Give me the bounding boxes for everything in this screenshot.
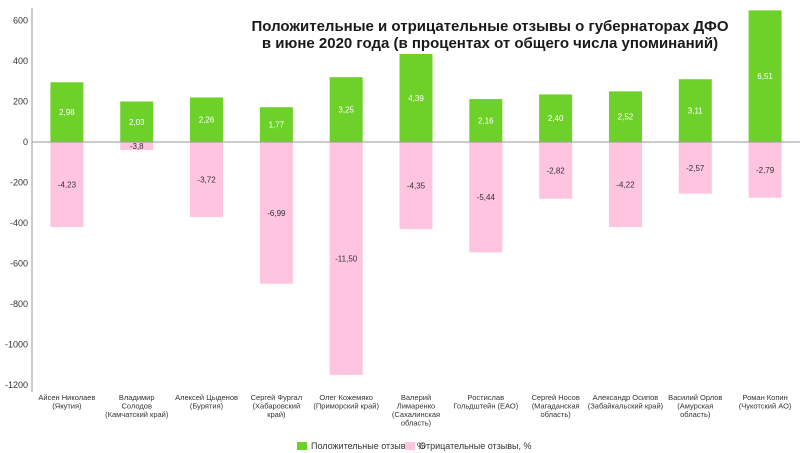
negative-bar (469, 142, 503, 253)
category-label: Айсен Николаев (38, 393, 95, 402)
category-label: (Амурская (677, 402, 713, 411)
category-label: Лимаренко (397, 402, 435, 411)
legend-item-positive: Положительные отзывы, % (297, 441, 425, 451)
y-tick-label: 600 (13, 16, 28, 26)
negative-bar (539, 142, 573, 199)
category-label: область) (401, 419, 432, 428)
y-tick-label: -1200 (5, 380, 28, 390)
positive-data-label: 3,11 (688, 107, 704, 116)
positive-data-label: 2,26 (199, 116, 215, 125)
category-label: (Магаданская (532, 402, 580, 411)
chart-title-line-1: Положительные и отрицательные отзывы о г… (251, 18, 729, 35)
positive-bar (539, 94, 573, 142)
chart-title: Положительные и отрицательные отзывы о г… (225, 18, 755, 52)
negative-data-label: -11,50 (335, 254, 358, 263)
category-label: (Приморский край) (313, 402, 379, 411)
negative-bar (608, 142, 642, 228)
negative-data-label: -4,23 (58, 181, 77, 190)
positive-data-label: 2,16 (478, 117, 494, 126)
negative-bar (399, 142, 433, 230)
positive-data-label: 6,51 (757, 72, 773, 81)
positive-bar (329, 77, 363, 142)
category-label: Владимир (119, 393, 155, 402)
positive-bar (399, 53, 433, 142)
positive-bar (190, 97, 224, 142)
legend-swatch-negative (405, 442, 415, 450)
category-label: Александр Осипов (593, 393, 659, 402)
legend-item-negative: Отрицательные отзывы, % (405, 441, 532, 451)
y-tick-label: 200 (13, 97, 28, 107)
category-label: (Бурятия) (190, 402, 224, 411)
legend-label-positive: Положительные отзывы, % (311, 441, 425, 451)
category-label: (Камчатский край) (105, 410, 169, 419)
positive-bar (259, 107, 293, 142)
negative-bar (259, 142, 293, 284)
category-label: Гольдштейн (ЕАО) (453, 402, 518, 411)
negative-data-label: -3,8 (130, 142, 144, 151)
y-tick-label: -400 (10, 218, 28, 228)
positive-data-label: 3,25 (338, 106, 354, 115)
legend-label-negative: Отрицательные отзывы, % (419, 441, 532, 451)
category-label: Сергей Носов (531, 393, 579, 402)
category-label: Сергей Фургал (251, 393, 302, 402)
negative-data-label: -2,79 (756, 166, 775, 175)
category-label: (Сахалинская (392, 410, 440, 419)
negative-bar (329, 142, 363, 375)
negative-data-label: -4,22 (616, 181, 635, 190)
negative-bar (748, 142, 782, 198)
category-label: Олег Кожемяко (319, 393, 373, 402)
negative-bar (120, 142, 154, 151)
positive-bar (608, 91, 642, 142)
positive-data-label: 2,98 (59, 108, 75, 117)
positive-data-label: 2,40 (548, 114, 564, 123)
category-label: (Хабаровский (253, 402, 301, 411)
positive-data-label: 1,77 (269, 121, 285, 130)
y-tick-label: -200 (10, 178, 28, 188)
category-label: Роман Копин (742, 393, 787, 402)
category-label: область) (540, 410, 571, 419)
category-label: край) (267, 410, 286, 419)
negative-data-label: -3,72 (197, 175, 216, 184)
negative-bar (678, 142, 712, 194)
positive-bar (748, 10, 782, 142)
negative-bar (190, 142, 224, 217)
category-label: Василий Орлов (668, 393, 722, 402)
negative-data-label: -2,57 (686, 164, 705, 173)
y-tick-label: 0 (23, 137, 28, 147)
category-label: Ростислав (468, 393, 505, 402)
category-label: (Забайкальский край) (588, 402, 664, 411)
category-label: Валерий (401, 393, 431, 402)
negative-bar (50, 142, 84, 228)
category-label: (Якутия) (52, 402, 82, 411)
category-label: (Чукотский АО) (739, 402, 792, 411)
negative-data-label: -5,44 (477, 193, 496, 202)
positive-data-label: 2,52 (618, 113, 634, 122)
chart-legend: Положительные отзывы, % Отрицательные от… (0, 441, 800, 453)
y-tick-label: -1000 (5, 340, 28, 350)
positive-bar (678, 79, 712, 142)
category-label: Алексей Цыденов (175, 393, 238, 402)
negative-data-label: -6,99 (267, 209, 286, 218)
legend-swatch-positive (297, 442, 307, 450)
y-tick-label: -600 (10, 259, 28, 269)
category-label: область) (680, 410, 711, 419)
y-tick-label: -800 (10, 299, 28, 309)
y-tick-label: 400 (13, 56, 28, 66)
positive-data-label: 2,03 (129, 118, 145, 127)
category-label: Солодов (122, 402, 152, 411)
negative-data-label: -2,82 (547, 166, 566, 175)
positive-bar (120, 101, 154, 142)
chart-title-line-2: в июне 2020 года (в процентах от общего … (261, 35, 719, 52)
negative-data-label: -4,35 (407, 182, 426, 191)
positive-data-label: 4,39 (408, 94, 424, 103)
positive-bar (469, 99, 503, 142)
positive-bar (50, 82, 84, 142)
